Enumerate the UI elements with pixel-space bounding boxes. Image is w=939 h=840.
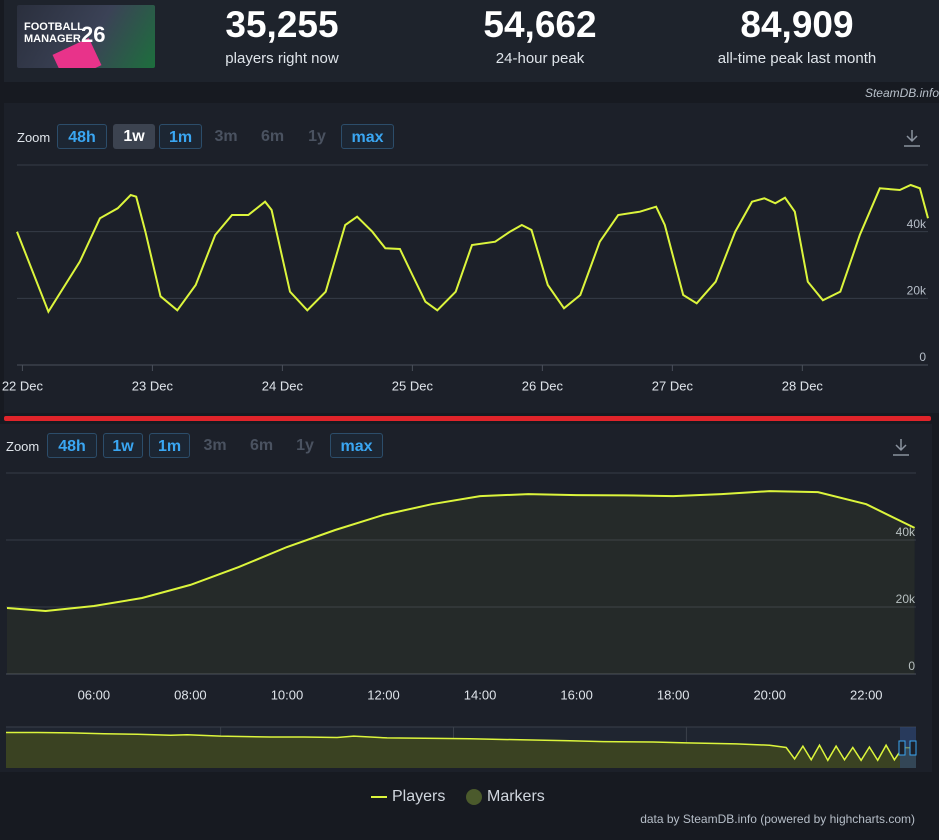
area [6,732,916,768]
x-tick-label: 23 Dec [132,378,174,393]
navigator-handle[interactable] [898,740,906,756]
x-tick-label: 26 Dec [522,378,564,393]
x-tick-label: 12:00 [367,687,400,702]
zoom-button: 3m [203,437,227,454]
zoom-button: 6m [249,437,274,454]
credits: data by SteamDB.info (powered by highcha… [640,812,915,826]
legend-symbol [466,789,482,805]
stat-value: 84,909 [740,4,854,45]
legend-label[interactable]: Players [392,788,445,805]
line [6,731,917,762]
logo-line1: FOOTBALL [24,21,84,33]
zoom-button[interactable]: 1m [149,433,190,458]
zoom-button[interactable]: 1m [159,124,202,149]
x-tick-label: 27 Dec [652,378,694,393]
x-tick-label: 22 Dec [2,378,44,393]
zoom-button: 1y [308,128,326,145]
x-tick-label: 20:00 [753,687,786,702]
y-tick-label: 20k [907,284,927,298]
line [16,183,929,314]
zoom-button: 6m [260,128,285,145]
zoom-button[interactable]: max [330,433,383,458]
navigator-selection[interactable] [900,727,916,768]
zoom-button[interactable]: 1w [113,124,155,149]
download-icon[interactable] [893,439,909,456]
y-tick-label: 0 [919,350,926,364]
x-tick-label: 06:00 [78,687,111,702]
stat-label: all-time peak last month [717,50,877,67]
chart-panel [0,424,932,772]
stat-label: 24-hour peak [495,50,585,67]
game-logo[interactable]: FOOTBALL MANAGER 26 [17,5,155,68]
area [6,491,915,674]
stat-value: 35,255 [225,4,339,45]
stat-value: 54,662 [483,4,597,45]
stat-label: players right now [225,50,339,67]
header-bar [4,0,939,82]
download-icon[interactable] [904,130,920,147]
x-tick-label: 25 Dec [392,378,434,393]
navigator-handle[interactable] [909,740,917,756]
y-tick-label: 20k [896,592,916,606]
zoom-button: 3m [214,128,238,145]
y-tick-label: 40k [907,217,927,231]
zoom-button[interactable]: 48h [47,433,97,458]
zoom-label: Zoom [6,439,40,454]
x-tick-label: 18:00 [657,687,690,702]
zoom-button[interactable]: 1w [103,433,143,458]
zoom-label: Zoom [17,130,51,145]
logo-number: 26 [81,22,106,47]
zoom-button[interactable]: 48h [57,124,107,149]
chart-panel [4,103,939,413]
x-tick-label: 14:00 [464,687,497,702]
zoom-button: 1y [296,437,314,454]
x-tick-label: 16:00 [560,687,593,702]
x-tick-label: 22:00 [850,687,883,702]
line [6,490,916,613]
logo-line2: MANAGER [24,33,81,45]
y-tick-label: 40k [896,525,916,539]
legend-label[interactable]: Markers [487,788,545,805]
x-tick-label: 08:00 [174,687,207,702]
x-tick-label: 10:00 [271,687,304,702]
x-tick-label: 28 Dec [782,378,824,393]
zoom-button[interactable]: max [341,124,394,149]
source-label: SteamDB.info [864,86,939,100]
x-tick-label: 24 Dec [262,378,304,393]
y-tick-label: 0 [908,659,915,673]
divider [4,416,931,421]
